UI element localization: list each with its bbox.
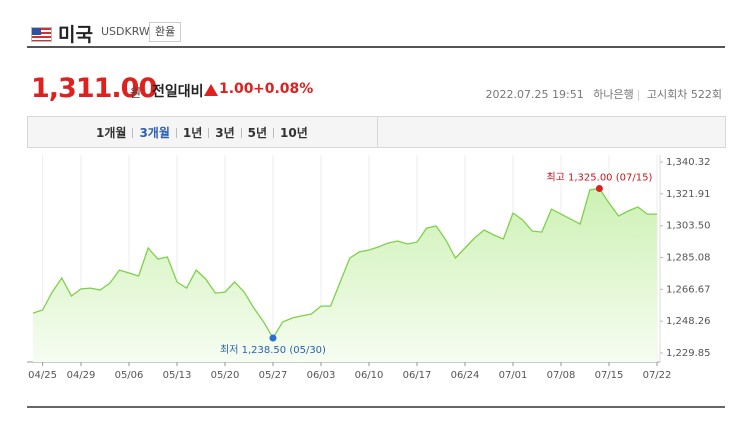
x-tick-label: 05/27	[259, 370, 288, 381]
up-arrow	[204, 84, 218, 96]
period-tab[interactable]: 1개월	[96, 126, 127, 140]
tab-separator	[132, 128, 134, 138]
y-tick-label: 1,303.50	[666, 221, 711, 232]
change-percent: +0.08%	[253, 81, 314, 97]
x-tick-label: 05/06	[115, 370, 144, 381]
separator: |	[636, 88, 641, 101]
y-tick-label: 1,285.08	[666, 253, 711, 264]
currency-code: USDKRW	[101, 25, 150, 38]
y-tick-label: 1,340.32	[666, 157, 711, 168]
change-label: 전일대비	[152, 84, 204, 100]
quote-info: 2022.07.25 19:51 하나은행 | 고시회차 522회	[483, 86, 725, 102]
x-tick-label: 04/29	[67, 370, 96, 381]
period-tab[interactable]: 3개월	[139, 126, 170, 140]
x-tick-label: 05/13	[163, 370, 192, 381]
period-tabs: 1개월 3개월 1년 3년 5년 10년	[27, 116, 726, 148]
period-tab[interactable]: 3년	[215, 126, 235, 140]
x-tick-label: 06/03	[307, 370, 336, 381]
exchange-button[interactable]: 환율	[149, 22, 182, 42]
y-tick-label: 1,321.91	[666, 189, 711, 200]
x-tick-label: 07/22	[643, 370, 672, 381]
high-label: 최고 1,325.00 (07/15)	[546, 171, 652, 183]
tab-separator	[240, 128, 242, 138]
low-label: 최저 1,238.50 (05/30)	[220, 344, 326, 356]
x-tick-label: 07/08	[547, 370, 576, 381]
currency-name: 미국	[58, 24, 93, 46]
price: 1,311.00	[31, 73, 157, 104]
tab-separator	[175, 128, 177, 138]
price-unit: 원	[130, 86, 142, 100]
divider	[27, 46, 725, 48]
bank: 하나은행	[593, 88, 634, 101]
tab-separator	[273, 128, 275, 138]
x-tick-label: 07/01	[499, 370, 528, 381]
y-tick-label: 1,229.85	[666, 348, 711, 359]
x-tick-label: 07/15	[595, 370, 624, 381]
x-tick-label: 06/10	[355, 370, 384, 381]
y-tick-label: 1,266.67	[666, 284, 711, 295]
x-tick-label: 05/20	[211, 370, 240, 381]
divider	[27, 406, 725, 408]
period-tab[interactable]: 5년	[247, 126, 268, 140]
period-tab[interactable]: 1년	[182, 126, 203, 140]
change: 1.00	[219, 81, 254, 97]
x-tick-label: 06/24	[451, 370, 480, 381]
high-marker	[595, 184, 603, 192]
round: 고시회차 522회	[646, 88, 722, 101]
tab-separator	[208, 128, 210, 138]
low-marker	[269, 334, 277, 342]
y-tick-label: 1,248.26	[666, 316, 711, 327]
divider	[377, 117, 378, 147]
line	[32, 187, 657, 340]
x-tick-label: 04/25	[28, 370, 57, 381]
period-tab[interactable]: 10년	[280, 126, 308, 140]
area	[33, 188, 657, 362]
tab-list: 1개월 3개월 1년 3년 5년 10년	[96, 124, 308, 141]
flag-icon	[31, 27, 52, 42]
x-tick-label: 06/17	[403, 370, 432, 381]
timestamp: 2022.07.25 19:51	[485, 88, 584, 101]
